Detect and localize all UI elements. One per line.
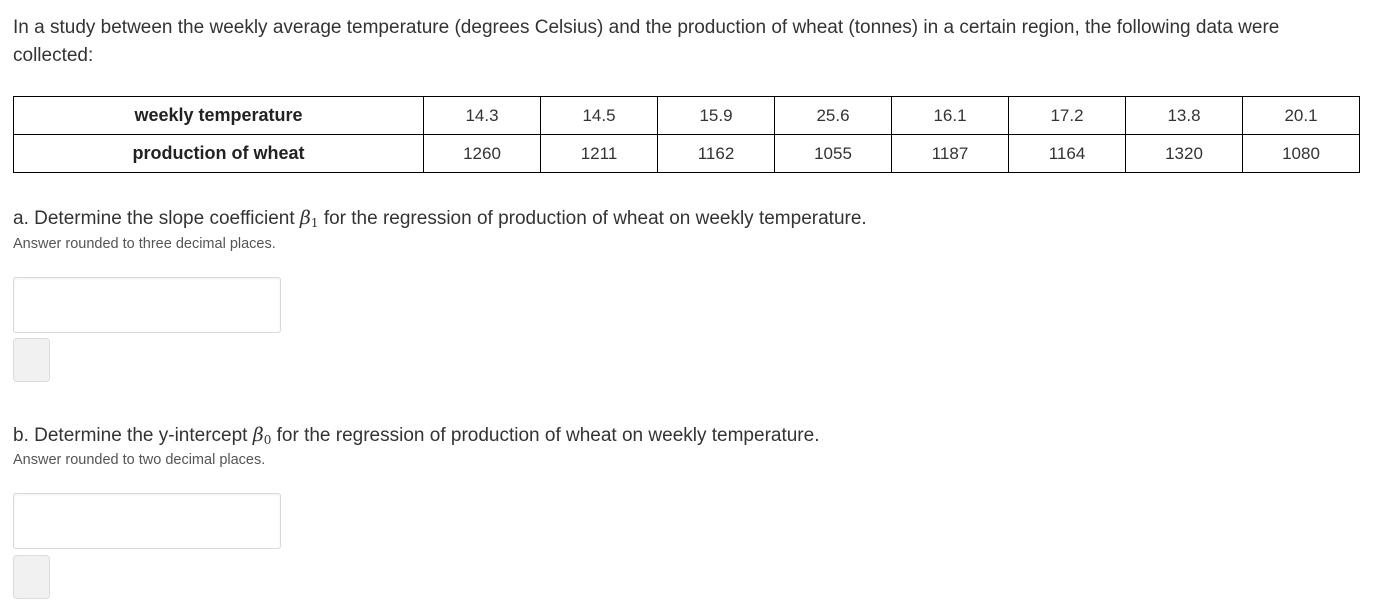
question-a-text: a. Determine the slope coefficient β1 fo… [13,206,867,235]
question-a-prefix: a. Determine the slope coefficient [13,208,300,229]
table-cell: 16.1 [891,96,1009,135]
question-b-suffix: for the regression of production of whea… [271,425,820,446]
table-cell: 15.9 [657,96,775,135]
intro-text: In a study between the weekly average te… [13,17,1280,66]
beta-1-symbol: β1 [299,207,319,230]
data-table: weekly temperature 14.3 14.5 15.9 25.6 1… [13,96,1360,173]
question-b-hint: Answer rounded to two decimal places. [13,452,266,468]
row-label-wheat: production of wheat [13,134,424,173]
question-a-suffix: for the regression of production of whea… [318,208,867,229]
table-cell: 1320 [1125,134,1243,173]
question-b-text: b. Determine the y-intercept β0 for the … [13,423,819,452]
table-cell: 25.6 [774,96,892,135]
table-cell: 17.2 [1008,96,1126,135]
beta-0-symbol: β0 [252,424,272,447]
submit-b-button[interactable] [13,555,50,599]
table-cell: 14.5 [540,96,658,135]
answer-b-input[interactable] [13,493,281,549]
table-cell: 1211 [540,134,658,173]
table-cell: 1080 [1242,134,1360,173]
submit-a-button[interactable] [13,338,50,382]
table-row-wheat: production of wheat 1260 1211 1162 1055 … [13,134,1360,173]
table-cell: 1164 [1008,134,1126,173]
table-cell: 1055 [774,134,892,173]
table-cell: 1260 [423,134,541,173]
question-a-hint: Answer rounded to three decimal places. [13,236,276,252]
answer-a-input[interactable] [13,277,281,333]
question-b-prefix: b. Determine the y-intercept [13,425,253,446]
table-cell: 20.1 [1242,96,1360,135]
row-label-temperature: weekly temperature [13,96,424,135]
table-row-temperature: weekly temperature 14.3 14.5 15.9 25.6 1… [13,96,1360,135]
table-cell: 13.8 [1125,96,1243,135]
table-cell: 1162 [657,134,775,173]
table-cell: 1187 [891,134,1009,173]
table-cell: 14.3 [423,96,541,135]
